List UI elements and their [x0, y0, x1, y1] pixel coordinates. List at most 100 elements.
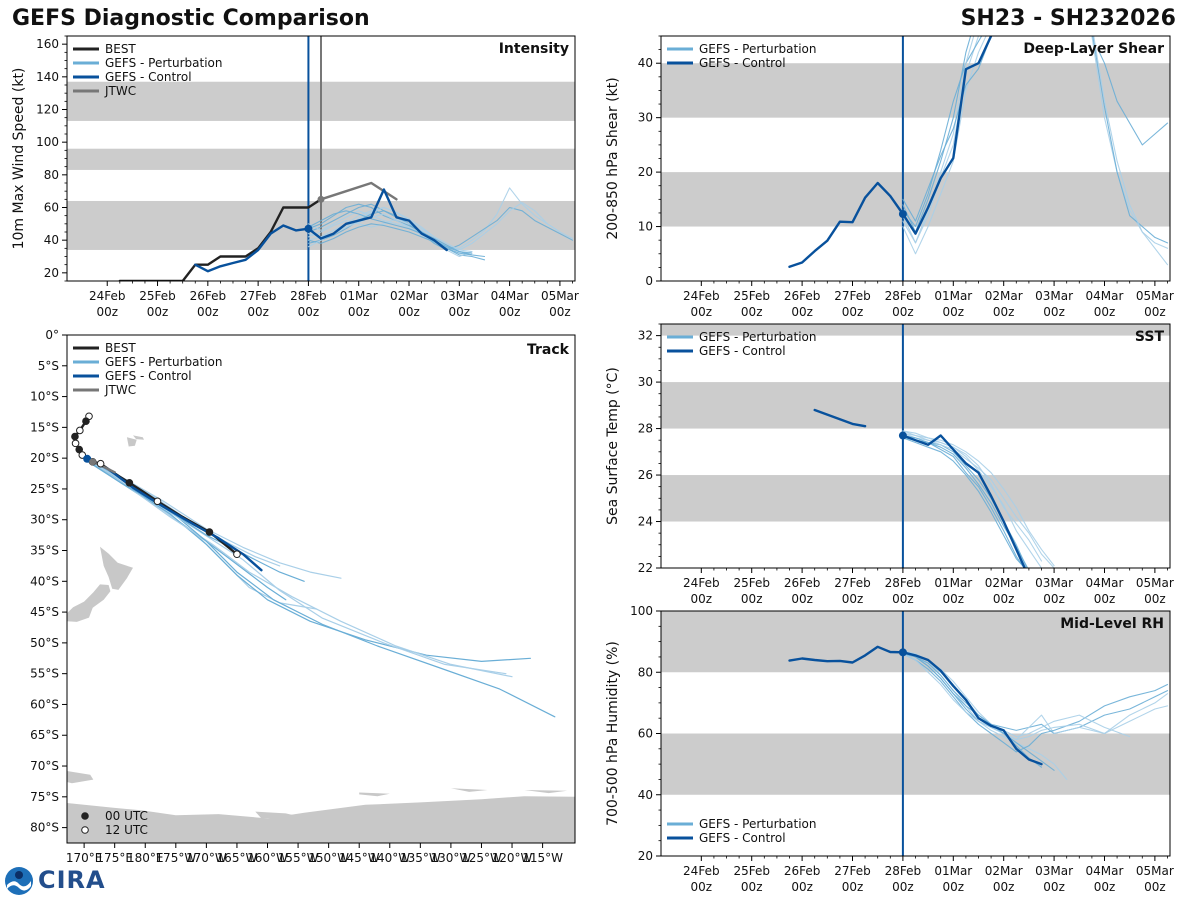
track-time-legend-label: 12 UTC: [105, 823, 148, 837]
intensity-xtick-label-hour: 00z: [499, 305, 521, 319]
rh-panel-title: Mid-Level RH: [1060, 616, 1164, 632]
track-lon-label: 180°E: [127, 851, 164, 865]
shear-perturbation-line: [902, 36, 975, 244]
shear-ytick-label: 20: [638, 165, 653, 179]
shear-ytick-label: 10: [638, 220, 653, 234]
rh-xtick-label-hour: 00z: [1144, 880, 1166, 894]
intensity-ylabel: 10m Max Wind Speed (kt): [11, 68, 27, 250]
sst-panel-title: SST: [1135, 329, 1165, 345]
sst-ytick-label: 32: [638, 329, 653, 343]
track-perturbation-line: [86, 457, 532, 663]
track-control-init-marker: [83, 454, 92, 463]
intensity-panel: 20 40 60 80 100 120 140 160 24Feb 00z 25Feb 00z 26Fe…: [11, 35, 579, 319]
sst-xtick-label-hour: 00z: [791, 592, 813, 606]
track-perturbation-line: [86, 459, 513, 678]
track-lon-label: 165°W: [217, 851, 258, 865]
sst-xtick-label-hour: 00z: [1144, 592, 1166, 606]
intensity-xtick-label-date: 26Feb: [190, 289, 227, 303]
shear-shade-band: [661, 172, 1170, 227]
track-lat-label: 55°S: [30, 667, 59, 681]
sst-xtick-label-date: 05Mar: [1136, 576, 1174, 590]
shear-perturbation-line: [902, 36, 983, 228]
sst-xtick-label-date: 24Feb: [683, 576, 720, 590]
sst-perturbation-line: [902, 434, 1025, 568]
track-time-legend-marker: [81, 812, 89, 820]
track-lon-label: 145°W: [339, 851, 380, 865]
shear-xtick-label-hour: 00z: [1043, 305, 1065, 319]
rh-xtick-label-date: 03Mar: [1035, 864, 1073, 878]
intensity-xtick-label-date: 27Feb: [240, 289, 277, 303]
intensity-xtick-label-hour: 00z: [298, 305, 320, 319]
sst-legend-label: GEFS - Control: [699, 344, 786, 358]
intensity-xtick-label-date: 25Feb: [139, 289, 176, 303]
land-shape: [67, 796, 575, 843]
track-perturbation-line: [86, 457, 556, 718]
rh-perturbation-line: [902, 653, 1169, 741]
track-time-legend-label: 00 UTC: [105, 809, 148, 823]
shear-perturbation-line: [902, 36, 987, 255]
track-lat-label: 50°S: [30, 636, 59, 650]
intensity-panel-title: Intensity: [499, 41, 569, 57]
shear-xtick-label-date: 05Mar: [1136, 289, 1174, 303]
track-lat-label: 75°S: [30, 790, 59, 804]
rh-shade-band: [661, 611, 1170, 673]
shear-xtick-label-hour: 00z: [993, 305, 1015, 319]
shear-xtick-label-date: 26Feb: [784, 289, 821, 303]
intensity-plot-area: [67, 36, 575, 281]
intensity-ytick-label: 40: [44, 233, 59, 247]
track-lon-label: 155°W: [278, 851, 319, 865]
sst-xtick-label-date: 04Mar: [1086, 576, 1124, 590]
rh-xtick-label-hour: 00z: [741, 880, 763, 894]
sst-axes-frame: [660, 323, 1171, 569]
intensity-ytick-label: 160: [36, 37, 59, 51]
track-lat-label: 35°S: [30, 544, 59, 558]
shear-xtick-label-date: 27Feb: [834, 289, 871, 303]
track-legend-label: GEFS - Control: [105, 369, 192, 383]
sst-xtick-label-hour: 00z: [1094, 592, 1116, 606]
sst-xtick-label-date: 27Feb: [834, 576, 871, 590]
sst-xtick-label-hour: 00z: [892, 592, 914, 606]
track-lon-label: 160°W: [247, 851, 288, 865]
sst-panel: 22 24 26 28 30 32 24Feb 00z 25Feb 00z 26Feb 00z 27Fe…: [605, 323, 1174, 606]
intensity-xtick-label-date: 04Mar: [491, 289, 529, 303]
intensity-xtick-label-date: 05Mar: [541, 289, 579, 303]
track-time-legend-marker: [81, 826, 89, 834]
rh-xtick-label-date: 28Feb: [885, 864, 922, 878]
intensity-legend-label: JTWC: [104, 84, 136, 98]
intensity-perturbation-line: [307, 203, 574, 251]
shear-ytick-label: 30: [638, 111, 653, 125]
intensity-xtick-label-hour: 00z: [348, 305, 370, 319]
rh-xtick-label-date: 01Mar: [934, 864, 972, 878]
intensity-ytick-label: 100: [36, 135, 59, 149]
shear-xtick-label-date: 02Mar: [985, 289, 1023, 303]
sst-ylabel: Sea Surface Temp (°C): [605, 367, 621, 525]
intensity-legend-label: GEFS - Perturbation: [105, 56, 222, 70]
intensity-xtick-label-hour: 00z: [247, 305, 269, 319]
shear-xtick-label-hour: 00z: [943, 305, 965, 319]
intensity-xtick-label-date: 28Feb: [290, 289, 327, 303]
sst-plot-area: [661, 324, 1170, 568]
intensity-xtick-label-date: 24Feb: [89, 289, 126, 303]
track-lat-label: 10°S: [30, 390, 59, 404]
intensity-ytick-label: 60: [44, 201, 59, 215]
shear-xtick-label-hour: 00z: [892, 305, 914, 319]
logo-text: CIRA: [38, 866, 106, 894]
track-lon-label: 130°W: [431, 851, 472, 865]
shear-xtick-label-date: 28Feb: [885, 289, 922, 303]
intensity-xtick-label-date: 01Mar: [340, 289, 378, 303]
track-lat-label: 60°S: [30, 697, 59, 711]
shear-xtick-label-hour: 00z: [691, 305, 713, 319]
sst-shade-band: [661, 475, 1170, 522]
intensity-xtick-label-hour: 00z: [197, 305, 219, 319]
shear-xtick-label-hour: 00z: [842, 305, 864, 319]
rh-xtick-label-date: 04Mar: [1086, 864, 1124, 878]
land-shape: [100, 546, 133, 590]
figure-title: GEFS Diagnostic Comparison: [12, 6, 370, 31]
sst-xtick-label-date: 25Feb: [733, 576, 770, 590]
land-shape: [255, 811, 305, 819]
sst-shade-band: [661, 382, 1170, 429]
intensity-xtick-label-hour: 00z: [398, 305, 420, 319]
track-panel: 0° 5°S 10°S 15°S 20°S 25°S 30°S 35°S 40°S 45°S 50°…: [30, 328, 576, 865]
rh-legend-label: GEFS - Perturbation: [699, 817, 816, 831]
